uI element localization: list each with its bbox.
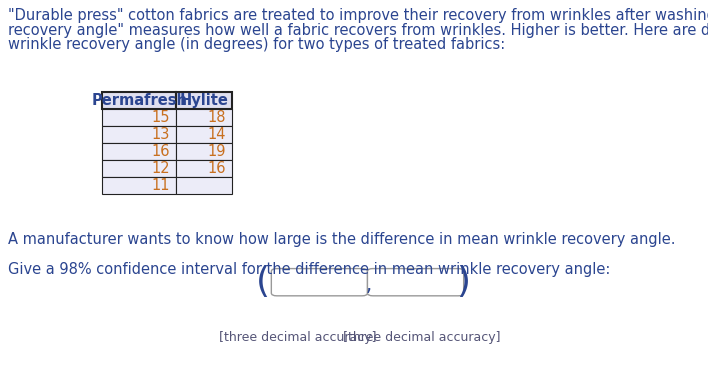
FancyBboxPatch shape [103,126,176,143]
Text: [three decimal accuracy]: [three decimal accuracy] [343,331,501,344]
Text: ): ) [456,265,470,299]
FancyBboxPatch shape [176,177,232,194]
FancyBboxPatch shape [103,109,176,126]
Text: Give a 98% confidence interval for the difference in mean wrinkle recovery angle: Give a 98% confidence interval for the d… [8,262,610,277]
FancyBboxPatch shape [176,126,232,143]
FancyBboxPatch shape [176,92,232,109]
Text: Permafresh: Permafresh [91,93,187,108]
FancyBboxPatch shape [103,177,176,194]
FancyBboxPatch shape [176,160,232,177]
Text: 12: 12 [152,161,170,176]
Text: 14: 14 [207,127,226,142]
Text: 16: 16 [152,144,170,159]
Text: (: ( [256,265,270,299]
FancyBboxPatch shape [176,143,232,160]
Text: [three decimal accuracy]: [three decimal accuracy] [219,331,377,344]
FancyBboxPatch shape [103,143,176,160]
Text: 11: 11 [152,178,170,193]
Text: "Durable press" cotton fabrics are treated to improve their recovery from wrinkl: "Durable press" cotton fabrics are treat… [8,8,708,23]
Text: 13: 13 [152,127,170,142]
Text: ,: , [366,276,372,295]
FancyBboxPatch shape [103,92,176,109]
FancyBboxPatch shape [367,269,464,296]
Text: 16: 16 [207,161,226,176]
Text: 18: 18 [207,110,226,125]
Text: 19: 19 [207,144,226,159]
FancyBboxPatch shape [271,269,367,296]
FancyBboxPatch shape [103,160,176,177]
Text: wrinkle recovery angle (in degrees) for two types of treated fabrics:: wrinkle recovery angle (in degrees) for … [8,37,506,52]
Text: recovery angle" measures how well a fabric recovers from wrinkles. Higher is bet: recovery angle" measures how well a fabr… [8,23,708,38]
Text: A manufacturer wants to know how large is the difference in mean wrinkle recover: A manufacturer wants to know how large i… [8,232,675,247]
Text: 15: 15 [152,110,170,125]
FancyBboxPatch shape [176,109,232,126]
Text: Hylite: Hylite [180,93,229,108]
